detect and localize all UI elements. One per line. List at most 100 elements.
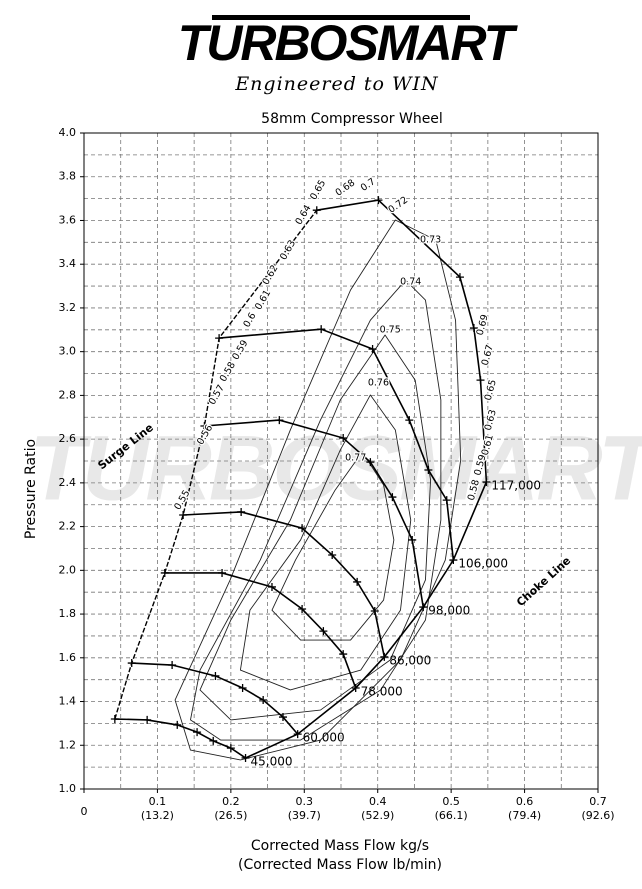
watermark-text: TURBOSMART xyxy=(29,417,642,519)
point-marker xyxy=(408,535,417,544)
point-marker xyxy=(328,551,337,560)
x-tick-label-secondary: (66.1) xyxy=(435,809,468,822)
logo-text: TURBOSMART xyxy=(178,15,519,71)
point-marker xyxy=(455,273,464,282)
y-tick-label: 2.2 xyxy=(59,520,77,533)
point-marker xyxy=(267,582,276,591)
efficiency-label: 0.61 xyxy=(253,288,273,312)
efficiency-label: 0.67 xyxy=(480,344,496,367)
point-marker xyxy=(312,206,321,215)
efficiency-contour xyxy=(239,394,412,691)
point-marker xyxy=(442,496,451,505)
y-tick-label: 1.4 xyxy=(59,695,77,708)
y-tick-label: 3.0 xyxy=(59,345,77,358)
efficiency-label: 0.75 xyxy=(380,325,401,336)
logo-bar xyxy=(212,15,470,20)
efficiency-contour xyxy=(271,451,395,641)
point-marker xyxy=(317,325,326,334)
y-tick-label: 3.2 xyxy=(59,301,77,314)
point-marker xyxy=(259,696,268,705)
efficiency-label: 0.65 xyxy=(483,379,499,402)
x-tick-label-secondary: (52.9) xyxy=(361,809,394,822)
point-marker xyxy=(110,715,119,724)
y-tick-label: 4.0 xyxy=(59,126,77,139)
point-marker xyxy=(339,650,348,659)
point-marker xyxy=(218,568,227,577)
point-marker xyxy=(211,671,220,680)
efficiency-label: 0.7 xyxy=(359,176,378,194)
efficiency-label: 0.58 xyxy=(218,360,238,384)
point-marker xyxy=(209,736,218,745)
speed-label: 117,000 xyxy=(491,478,541,492)
efficiency-contour xyxy=(174,219,462,761)
x-tick-label: 0.5 xyxy=(442,795,460,808)
point-marker xyxy=(226,744,235,753)
efficiency-label: 0.57 xyxy=(207,383,227,407)
efficiency-contour xyxy=(190,279,442,741)
y-tick-label: 3.4 xyxy=(59,257,77,270)
x-tick-label: 0.1 xyxy=(149,795,167,808)
point-marker xyxy=(278,713,287,722)
point-marker xyxy=(353,577,362,586)
choke-label: Choke Line xyxy=(514,554,573,609)
point-marker xyxy=(143,715,152,724)
efficiency-label: 0.76 xyxy=(368,378,389,389)
plot: 1.0 1.2 1.4 1.6 1.8 2.0 2.2 2.4 2.6 2.8 3.0 3.2 3.4 3… xyxy=(59,126,615,822)
point-marker xyxy=(476,376,485,385)
speed-label: 60,000 xyxy=(303,731,345,745)
point-marker xyxy=(368,345,377,354)
efficiency-label: 0.63 xyxy=(278,238,298,262)
y-tick-label: 1.6 xyxy=(59,651,77,664)
point-marker xyxy=(339,434,348,443)
point-marker xyxy=(374,196,383,205)
watermark: TURBOSMART xyxy=(29,417,642,519)
point-marker xyxy=(275,416,284,425)
point-marker xyxy=(366,458,375,467)
point-marker xyxy=(482,477,491,486)
x-tick-label-secondary: (79.4) xyxy=(508,809,541,822)
point-marker xyxy=(469,324,478,333)
x-axis-label: Corrected Mass Flow kg/s xyxy=(251,838,429,854)
x-tick-label-secondary: (39.7) xyxy=(288,809,321,822)
point-marker xyxy=(405,416,414,425)
efficiency-label: 0.72 xyxy=(386,195,410,216)
x-tick-label: 0 xyxy=(81,805,88,818)
speed-label: 86,000 xyxy=(389,653,431,667)
y-axis-label: Pressure Ratio xyxy=(23,439,39,539)
efficiency-label: 0.73 xyxy=(420,235,441,246)
point-marker xyxy=(388,493,397,502)
logo: TURBOSMART Engineered to WIN xyxy=(178,15,521,95)
efficiency-label: 0.77 xyxy=(345,453,366,464)
efficiency-contour xyxy=(199,334,432,721)
point-marker xyxy=(298,524,307,533)
surge-line xyxy=(114,209,318,720)
y-tick-label: 1.8 xyxy=(59,607,77,620)
y-tick-label: 3.8 xyxy=(59,170,77,183)
y-tick-label: 1.0 xyxy=(59,782,77,795)
x-tick-label: 0.2 xyxy=(222,795,240,808)
speed-line xyxy=(316,199,488,483)
x-tick-label: 0.7 xyxy=(589,795,607,808)
chart-title: 58mm Compressor Wheel xyxy=(261,111,443,127)
y-tick-label: 2.0 xyxy=(59,563,77,576)
efficiency-label: 0.74 xyxy=(400,277,421,288)
choke-line xyxy=(245,481,488,759)
point-marker xyxy=(173,720,182,729)
speed-label: 78,000 xyxy=(361,684,403,698)
speed-label: 106,000 xyxy=(458,557,508,571)
point-marker xyxy=(298,605,307,614)
y-tick-label: 3.6 xyxy=(59,213,77,226)
point-marker xyxy=(319,627,328,636)
efficiency-label: 0.68 xyxy=(334,178,358,199)
y-tick-label: 2.4 xyxy=(59,476,77,489)
point-marker xyxy=(237,507,246,516)
x-tick-label: 0.6 xyxy=(516,795,534,808)
x-tick-label: 0.4 xyxy=(369,795,387,808)
plot-frame xyxy=(83,132,599,790)
point-marker xyxy=(168,661,177,670)
x-tick-label-secondary: (13.2) xyxy=(141,809,174,822)
x-tick-label: 0.3 xyxy=(296,795,314,808)
efficiency-label: 0.69 xyxy=(475,313,491,336)
point-marker xyxy=(193,728,202,737)
